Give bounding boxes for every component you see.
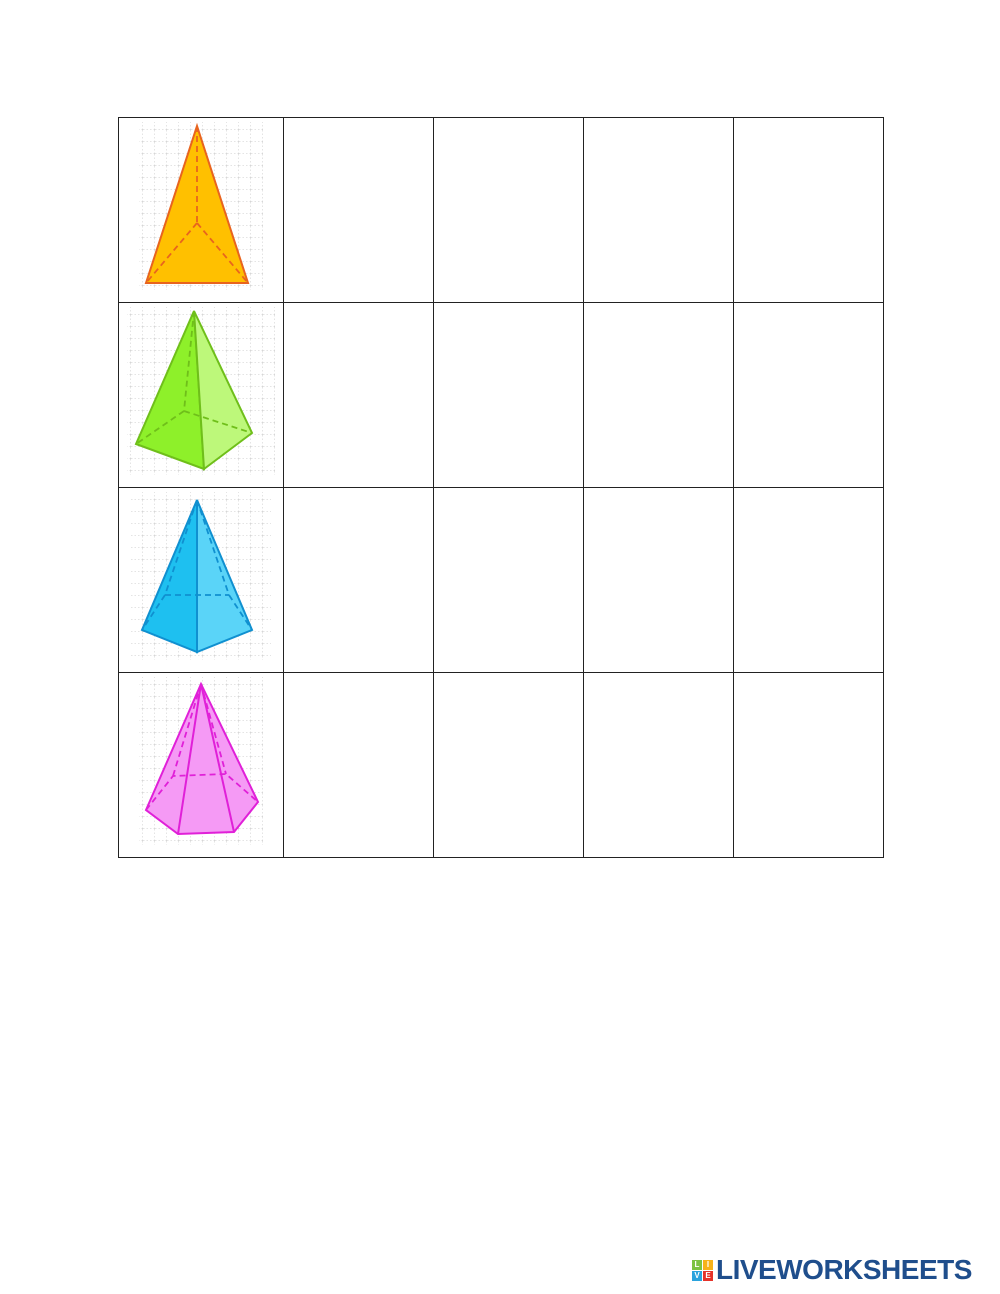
- hexagonal-pyramid-image: [139, 677, 263, 845]
- answer-cell[interactable]: [283, 302, 434, 488]
- answer-cell[interactable]: [283, 672, 434, 858]
- table-row: [118, 672, 884, 858]
- answer-cell[interactable]: [433, 302, 584, 488]
- shape-cell: [118, 672, 284, 858]
- logo-block: L: [692, 1259, 702, 1270]
- logo-blocks-icon: L I V E: [692, 1259, 713, 1281]
- answer-cell[interactable]: [583, 487, 734, 673]
- square-pyramid-image: [127, 307, 275, 475]
- logo-block: I: [703, 1259, 713, 1270]
- shape-cell: [118, 487, 284, 673]
- logo-block: E: [703, 1270, 713, 1281]
- answer-cell[interactable]: [733, 672, 884, 858]
- shape-cell: [118, 302, 284, 488]
- rectangular-pyramid-image: [131, 492, 271, 660]
- answer-cell[interactable]: [733, 117, 884, 303]
- logo-block: V: [692, 1270, 702, 1281]
- answer-cell[interactable]: [583, 117, 734, 303]
- answer-cell[interactable]: [733, 487, 884, 673]
- answer-cell[interactable]: [733, 302, 884, 488]
- answer-cell[interactable]: [433, 672, 584, 858]
- liveworksheets-logo: L I V E LIVEWORKSHEETS: [692, 1254, 972, 1286]
- table-row: [118, 117, 884, 303]
- answer-cell[interactable]: [433, 117, 584, 303]
- pyramid-table: [118, 117, 884, 858]
- answer-cell[interactable]: [283, 487, 434, 673]
- table-row: [118, 487, 884, 673]
- triangular-pyramid-image: [139, 122, 263, 290]
- answer-cell[interactable]: [283, 117, 434, 303]
- answer-cell[interactable]: [433, 487, 584, 673]
- shape-cell: [118, 117, 284, 303]
- table-row: [118, 302, 884, 488]
- answer-cell[interactable]: [583, 302, 734, 488]
- logo-wordmark: LIVEWORKSHEETS: [716, 1254, 972, 1285]
- answer-cell[interactable]: [583, 672, 734, 858]
